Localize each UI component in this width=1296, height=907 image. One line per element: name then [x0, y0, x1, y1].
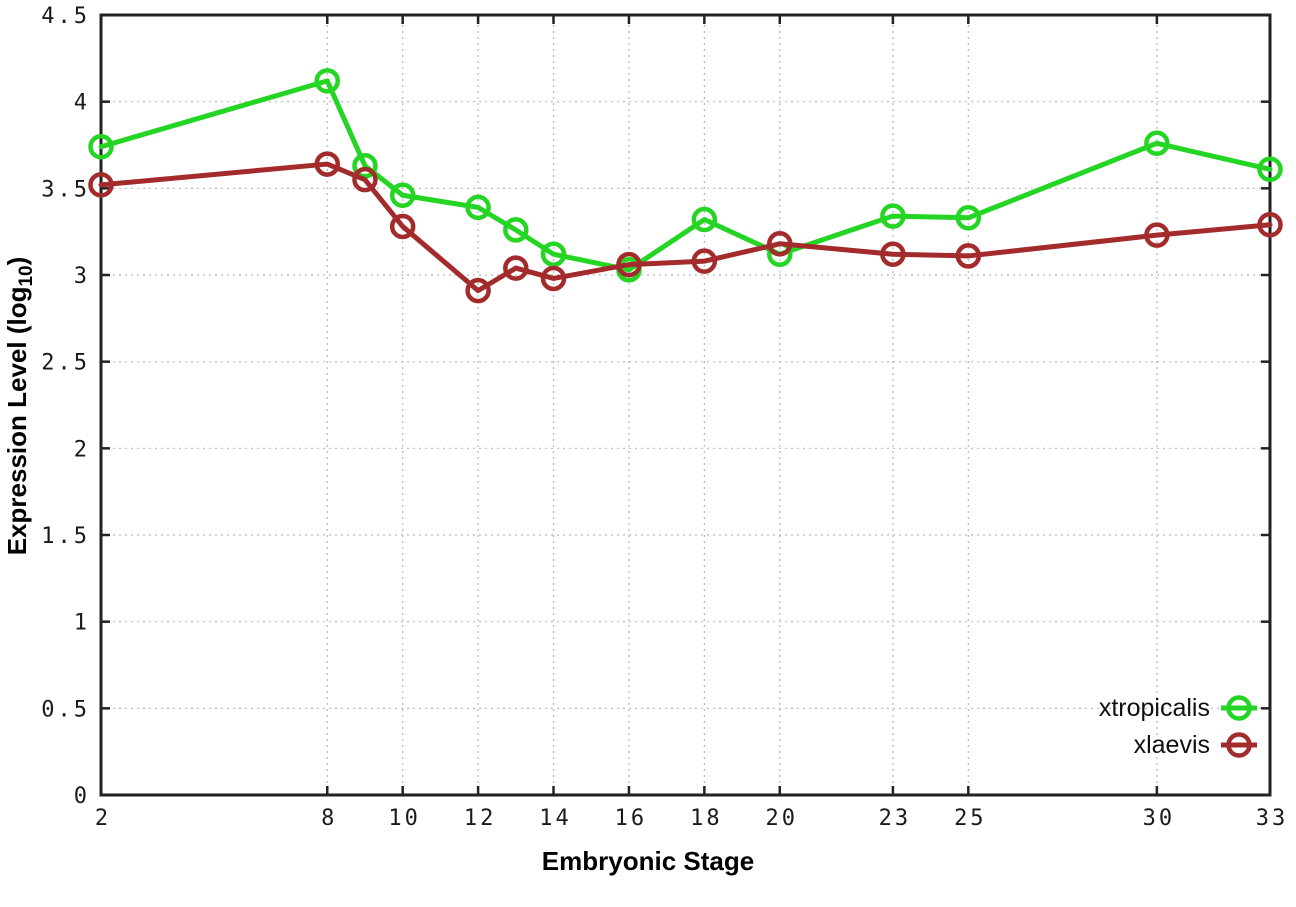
data-point-xlaevis: [880, 241, 906, 267]
x-tick-label: 8: [321, 806, 337, 831]
legend-marker-xlaevis: [1226, 732, 1252, 758]
data-point-xtropicalis: [88, 133, 114, 160]
data-point-xlaevis: [540, 265, 567, 292]
data-point-xlaevis: [767, 231, 793, 257]
data-point-xtropicalis: [389, 182, 416, 209]
x-axis-title: Embryonic Stage: [541, 846, 755, 876]
data-point-xtropicalis: [691, 206, 718, 233]
y-tick-label: 1: [74, 611, 90, 636]
x-tick-label: 33: [1256, 806, 1289, 831]
data-point-xtropicalis: [465, 194, 491, 221]
data-point-xlaevis: [1144, 222, 1170, 248]
data-point-xlaevis: [314, 151, 341, 177]
x-tick-label: 23: [879, 806, 912, 831]
data-point-xlaevis: [88, 172, 114, 198]
y-tick-label: 2: [74, 437, 90, 462]
legend-marker-xtropicalis: [1226, 695, 1252, 721]
data-point-xlaevis: [1257, 211, 1283, 238]
x-tick-label: 16: [615, 806, 648, 831]
y-tick-label: 3: [74, 264, 90, 289]
data-point-xlaevis: [616, 251, 642, 278]
data-point-xtropicalis: [540, 241, 567, 267]
data-point-xlaevis: [352, 166, 378, 193]
legend-label-xlaevis: xlaevis: [1134, 731, 1210, 759]
data-point-xtropicalis: [1144, 130, 1170, 157]
y-tick-label: 0: [74, 784, 90, 809]
y-tick-label: 4.5: [41, 4, 90, 29]
y-axis-title-text: Expression Level (log: [2, 286, 32, 556]
y-tick-label: 0.5: [41, 697, 90, 722]
y-axis-title-close: ): [2, 256, 32, 266]
y-axis-title: Expression Level (log10): [2, 226, 38, 586]
data-point-xlaevis: [465, 277, 491, 304]
y-tick-label: 2.5: [41, 351, 90, 376]
x-tick-label: 10: [388, 806, 421, 831]
data-point-xlaevis: [955, 243, 982, 269]
data-point-xtropicalis: [1257, 156, 1283, 183]
plot-border: [99, 13, 1272, 797]
data-point-xtropicalis: [955, 205, 982, 231]
legend-label-xtropicalis: xtropicalis: [1099, 694, 1210, 722]
series-line-xlaevis: [98, 161, 1273, 294]
data-point-xtropicalis: [503, 217, 529, 243]
x-tick-label: 14: [539, 806, 572, 831]
y-tick-label: 4: [74, 91, 90, 116]
data-point-xlaevis: [389, 213, 416, 240]
data-point-xtropicalis: [352, 153, 378, 179]
data-point-xlaevis: [691, 248, 718, 274]
data-point-xlaevis: [503, 255, 529, 281]
x-tick-label: 2: [95, 806, 111, 831]
data-point-xtropicalis: [314, 68, 341, 94]
x-tick-label: 12: [464, 806, 497, 831]
x-tick-label: 18: [690, 806, 723, 831]
y-axis-title-subscript: 10: [16, 265, 37, 287]
x-tick-label: 20: [766, 806, 799, 831]
y-tick-label: 3.5: [41, 177, 90, 202]
y-tick-label: 1.5: [41, 524, 90, 549]
x-tick-label: 25: [954, 806, 987, 831]
data-point-xtropicalis: [880, 203, 906, 229]
x-tick-label: 30: [1143, 806, 1176, 831]
